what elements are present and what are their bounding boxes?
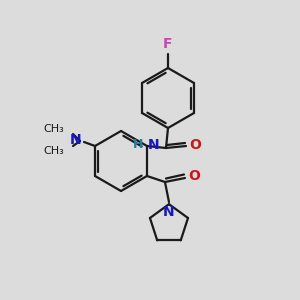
Text: O: O	[188, 169, 200, 183]
Text: H: H	[133, 139, 143, 152]
Text: N: N	[148, 138, 160, 152]
Text: O: O	[189, 138, 201, 152]
Text: CH₃: CH₃	[43, 124, 64, 134]
Text: CH₃: CH₃	[43, 146, 64, 156]
Text: F: F	[163, 37, 173, 51]
Text: N: N	[163, 205, 175, 219]
Text: N: N	[69, 133, 81, 147]
